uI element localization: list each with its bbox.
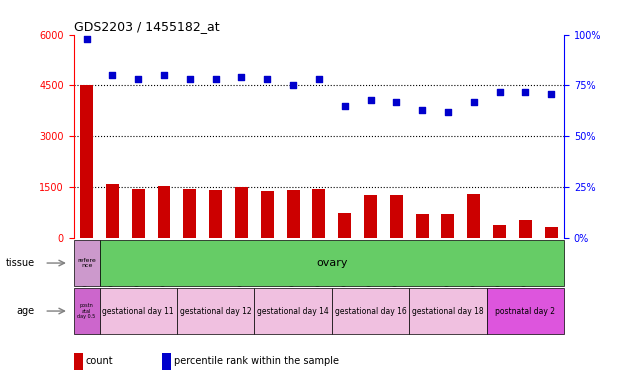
Bar — [99, 288, 177, 334]
Point — [262, 76, 272, 83]
Point — [107, 72, 117, 78]
Text: postn
atal
day 0.5: postn atal day 0.5 — [78, 303, 96, 319]
Bar — [487, 288, 564, 334]
Text: percentile rank within the sample: percentile rank within the sample — [174, 356, 339, 366]
Bar — [287, 190, 299, 238]
Bar — [261, 191, 274, 238]
Bar — [177, 288, 254, 334]
Bar — [158, 185, 171, 238]
Point — [469, 99, 479, 105]
Bar — [209, 190, 222, 238]
Bar — [364, 195, 377, 238]
Text: count: count — [86, 356, 113, 366]
Point — [417, 107, 428, 113]
Bar — [80, 86, 93, 238]
Text: refere
nce: refere nce — [78, 258, 96, 268]
Bar — [235, 187, 248, 238]
Bar — [183, 189, 196, 238]
Bar — [106, 184, 119, 238]
Bar — [312, 189, 326, 238]
Bar — [74, 240, 99, 286]
Point — [314, 76, 324, 83]
Point — [391, 99, 401, 105]
Bar — [415, 214, 429, 238]
Text: ovary: ovary — [316, 258, 347, 268]
Point — [81, 36, 92, 42]
Point — [443, 109, 453, 115]
Bar — [74, 288, 99, 334]
Bar — [74, 353, 83, 370]
Point — [159, 72, 169, 78]
Text: gestational day 18: gestational day 18 — [412, 306, 484, 316]
Text: gestational day 12: gestational day 12 — [180, 306, 251, 316]
Bar — [467, 194, 480, 238]
Point — [288, 83, 298, 89]
Bar — [162, 353, 171, 370]
Bar — [332, 288, 409, 334]
Text: GDS2203 / 1455182_at: GDS2203 / 1455182_at — [74, 20, 219, 33]
Point — [210, 76, 221, 83]
Point — [133, 76, 144, 83]
Point — [520, 88, 531, 94]
Bar — [493, 225, 506, 238]
Bar — [338, 213, 351, 238]
Text: gestational day 16: gestational day 16 — [335, 306, 406, 316]
Bar — [74, 238, 564, 269]
Text: gestational day 14: gestational day 14 — [257, 306, 329, 316]
Bar — [132, 189, 145, 238]
Bar — [442, 214, 454, 238]
Text: gestational day 11: gestational day 11 — [103, 306, 174, 316]
Point — [340, 103, 350, 109]
Bar — [390, 195, 403, 238]
Point — [546, 91, 556, 97]
Point — [494, 88, 504, 94]
Point — [237, 74, 247, 80]
Text: age: age — [17, 306, 35, 316]
Bar — [254, 288, 332, 334]
Bar — [519, 220, 532, 238]
Bar — [409, 288, 487, 334]
Point — [365, 97, 376, 103]
Text: tissue: tissue — [5, 258, 35, 268]
Text: postnatal day 2: postnatal day 2 — [495, 306, 555, 316]
Bar — [545, 227, 558, 238]
Point — [185, 76, 195, 83]
